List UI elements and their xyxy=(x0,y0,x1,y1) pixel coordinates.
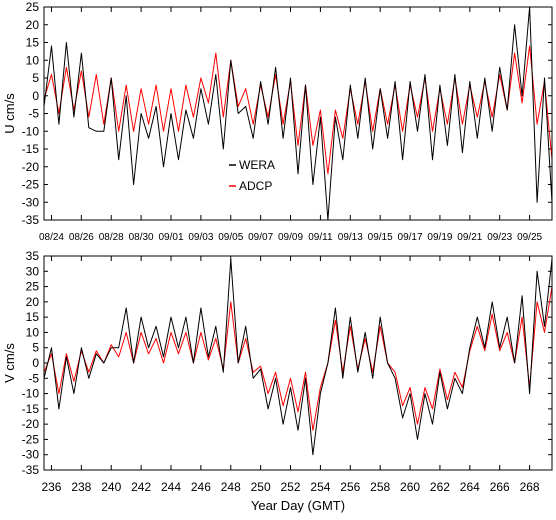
x-tick-label: 238 xyxy=(71,480,91,494)
y-tick-label: -25 xyxy=(22,178,40,192)
y-tick-label: 25 xyxy=(26,0,40,14)
y-tick-label: -30 xyxy=(22,448,40,462)
y-tick-label: 15 xyxy=(26,36,40,50)
x-tick-label: 08/28 xyxy=(99,232,124,243)
legend-label-adcp: ADCP xyxy=(239,179,272,193)
legend-label-wera: WERA xyxy=(239,158,275,172)
x-tick-label: 258 xyxy=(370,480,390,494)
x-tick-label: 236 xyxy=(41,480,61,494)
y-tick-label: -20 xyxy=(22,417,40,431)
y-axis-label: V cm/s xyxy=(2,343,17,383)
x-tick-label: 268 xyxy=(520,480,540,494)
y-tick-label: -5 xyxy=(28,107,39,121)
x-tick-label: 09/19 xyxy=(427,232,452,243)
x-tick-label: 09/17 xyxy=(398,232,423,243)
x-tick-label: 244 xyxy=(161,480,181,494)
y-tick-label: -15 xyxy=(22,402,40,416)
y-tick-label: -20 xyxy=(22,160,40,174)
x-tick-label: 242 xyxy=(131,480,151,494)
y-tick-label: 30 xyxy=(26,264,40,278)
x-tick-label: 240 xyxy=(101,480,121,494)
x-tick-label: 09/21 xyxy=(457,232,482,243)
y-tick-label: -35 xyxy=(22,463,40,477)
x-tick-label: 09/25 xyxy=(517,232,542,243)
y-tick-label: -35 xyxy=(22,213,40,227)
x-axis-label: Year Day (GMT) xyxy=(251,498,345,513)
plot-area xyxy=(44,7,552,220)
y-tick-label: 35 xyxy=(26,249,40,263)
y-axis-label: U cm/s xyxy=(2,93,17,134)
x-tick-label: 08/30 xyxy=(129,232,154,243)
x-tick-label: 08/26 xyxy=(69,232,94,243)
x-tick-label: 246 xyxy=(191,480,211,494)
y-tick-label: -10 xyxy=(22,387,40,401)
y-tick-label: 10 xyxy=(26,325,40,339)
x-tick-label: 264 xyxy=(460,480,480,494)
x-tick-label: 262 xyxy=(430,480,450,494)
x-tick-label: 09/13 xyxy=(338,232,363,243)
x-tick-label: 248 xyxy=(221,480,241,494)
x-tick-label: 254 xyxy=(310,480,330,494)
y-tick-label: -15 xyxy=(22,142,40,156)
x-tick-label: 08/24 xyxy=(39,232,64,243)
x-tick-label: 250 xyxy=(251,480,271,494)
x-tick-label: 09/15 xyxy=(368,232,393,243)
y-tick-label: -30 xyxy=(22,195,40,209)
x-tick-label: 09/01 xyxy=(158,232,183,243)
y-tick-label: -5 xyxy=(28,371,39,385)
legend: WERA ADCP xyxy=(229,158,275,193)
x-tick-label: 09/11 xyxy=(308,232,333,243)
y-tick-label: 20 xyxy=(26,295,40,309)
x-tick-label: 09/03 xyxy=(188,232,213,243)
y-tick-label: 25 xyxy=(26,280,40,294)
plot-frame xyxy=(43,255,553,471)
plot-frame xyxy=(43,6,553,221)
chart-panel-1: 25 20 15 10 5 0 -5 -10 -15 -20 -25 -30 -35 08/24 08/26… xyxy=(2,0,553,243)
series-line-adcp xyxy=(43,45,553,175)
y-tick-label: 15 xyxy=(26,310,40,324)
y-tick-label: 0 xyxy=(32,356,39,370)
plot-area xyxy=(44,256,552,470)
x-tick-label: 09/05 xyxy=(218,232,243,243)
x-tick-label: 09/07 xyxy=(248,232,273,243)
x-tick-label: 260 xyxy=(400,480,420,494)
x-tick-label: 252 xyxy=(281,480,301,494)
y-tick-label: 10 xyxy=(26,53,40,67)
series-line-wera xyxy=(43,6,553,221)
x-tick-label: 266 xyxy=(490,480,510,494)
x-tick-label: 09/23 xyxy=(487,232,512,243)
series-line-wera xyxy=(43,258,553,456)
x-tick-label: 09/09 xyxy=(278,232,303,243)
y-tick-label: -10 xyxy=(22,124,40,138)
x-tick-label: 256 xyxy=(340,480,360,494)
y-tick-label: 20 xyxy=(26,18,40,32)
y-tick-label: 0 xyxy=(32,89,39,103)
y-tick-label: 5 xyxy=(32,71,39,85)
y-tick-label: -25 xyxy=(22,432,40,446)
y-tick-label: 5 xyxy=(32,341,39,355)
